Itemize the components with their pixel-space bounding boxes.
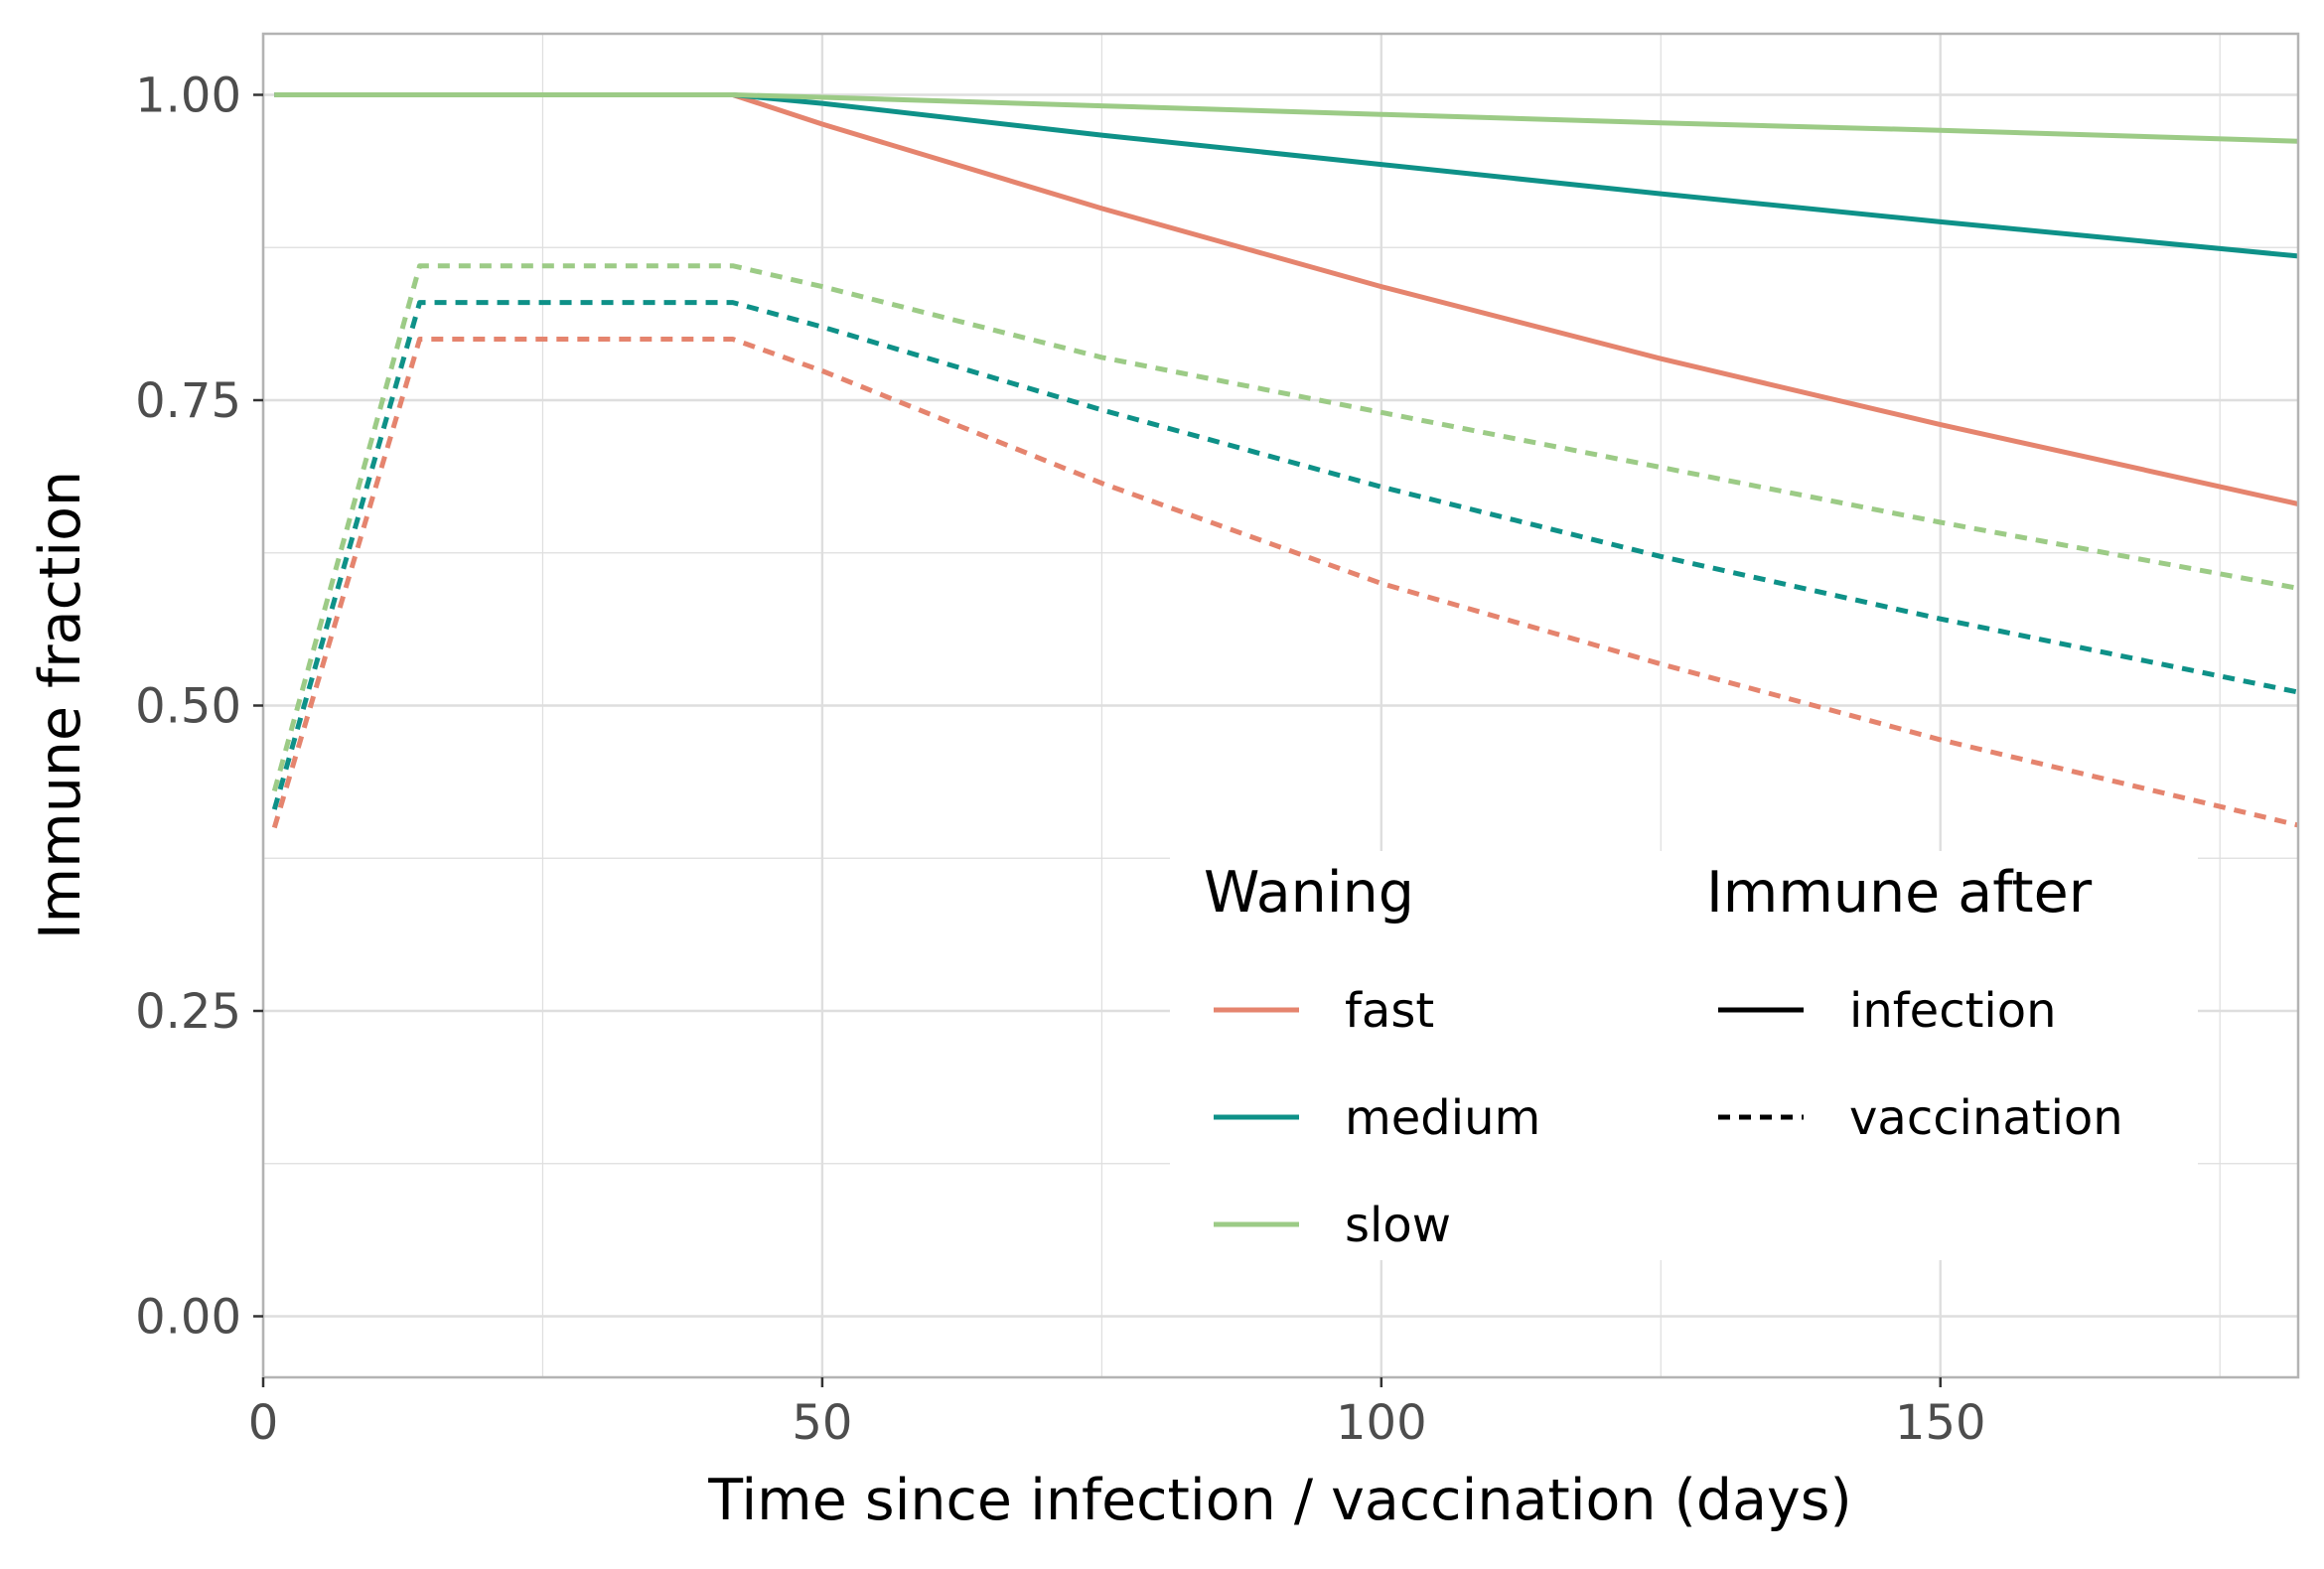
x-tick-label: 150: [1895, 1395, 1986, 1451]
legend-immune-after-items: infection vaccination: [1718, 983, 2123, 1146]
series-line-fast-vaccination: [271, 337, 2299, 829]
x-axis-title: Time since infection / vaccination (days…: [707, 1468, 1851, 1533]
series-line-fast-infection: [274, 92, 2299, 506]
legend-background: [1170, 851, 2198, 1260]
legend: Waning fast medium slow Immune after infec…: [1170, 851, 2198, 1260]
legend-waning-items: fast medium slow: [1214, 983, 1540, 1253]
legend-title-immune-after: Immune after: [1706, 860, 2093, 926]
series-line-slow-vaccination: [271, 263, 2299, 792]
y-axis-title: Immune fraction: [28, 471, 93, 939]
series-line-medium-infection: [274, 92, 2299, 259]
x-tick-label: 50: [792, 1395, 852, 1451]
x-tick-label: 100: [1336, 1395, 1427, 1451]
axis-ticks: 0.00 0.25 0.50 0.75 1.00 0 50 100 150: [135, 69, 1985, 1452]
y-tick-label: 0.00: [135, 1290, 241, 1346]
legend-label-fast: fast: [1345, 983, 1434, 1039]
y-tick-label: 0.50: [135, 679, 241, 735]
legend-label-infection: infection: [1849, 983, 2057, 1039]
legend-title-waning: Waning: [1204, 860, 1414, 926]
x-tick-label: 0: [248, 1395, 279, 1451]
y-tick-label: 0.75: [135, 373, 241, 429]
legend-label-vaccination: vaccination: [1849, 1090, 2123, 1146]
legend-label-slow: slow: [1345, 1198, 1451, 1253]
legend-label-medium: medium: [1345, 1090, 1540, 1146]
series-lines: [271, 92, 2299, 829]
y-tick-label: 0.25: [135, 984, 241, 1040]
series-line-slow-infection: [274, 92, 2299, 144]
series-line-medium-vaccination: [271, 300, 2299, 810]
y-tick-label: 1.00: [135, 69, 241, 124]
